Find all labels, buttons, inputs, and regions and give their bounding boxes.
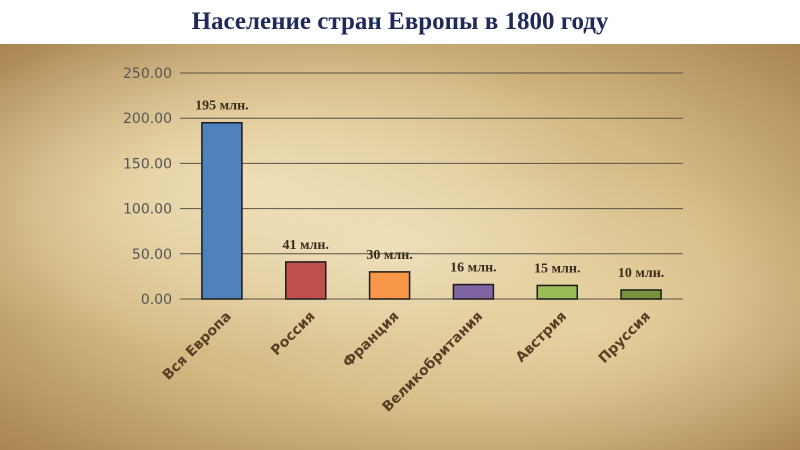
y-tick-label: 100.00 bbox=[123, 202, 172, 218]
data-label: 16 млн. bbox=[450, 261, 496, 276]
data-label: 30 млн. bbox=[366, 248, 412, 263]
bar bbox=[620, 289, 662, 300]
category-label: Пруссия bbox=[596, 309, 654, 367]
category-label: Франция bbox=[340, 309, 402, 371]
bar bbox=[285, 261, 327, 300]
category-label: Россия bbox=[268, 309, 318, 359]
y-tick-label: 0.00 bbox=[141, 292, 172, 308]
parchment-background bbox=[0, 44, 800, 450]
bar bbox=[201, 121, 243, 300]
data-label: 41 млн. bbox=[283, 238, 329, 253]
category-label: Вся Европа bbox=[160, 309, 235, 384]
data-label: 10 млн. bbox=[618, 266, 664, 281]
data-label: 15 млн. bbox=[534, 261, 580, 276]
y-tick-label: 250.00 bbox=[123, 66, 172, 82]
y-tick-label: 150.00 bbox=[123, 156, 172, 172]
bar bbox=[368, 271, 411, 300]
y-tick-label: 200.00 bbox=[123, 111, 172, 127]
category-label: Австрия bbox=[513, 309, 570, 366]
y-tick-label: 50.00 bbox=[132, 247, 172, 263]
bar bbox=[452, 283, 495, 300]
data-label: 195 млн. bbox=[195, 99, 248, 114]
slide-title: Население стран Европы в 1800 году bbox=[191, 8, 609, 35]
bar bbox=[536, 284, 578, 300]
